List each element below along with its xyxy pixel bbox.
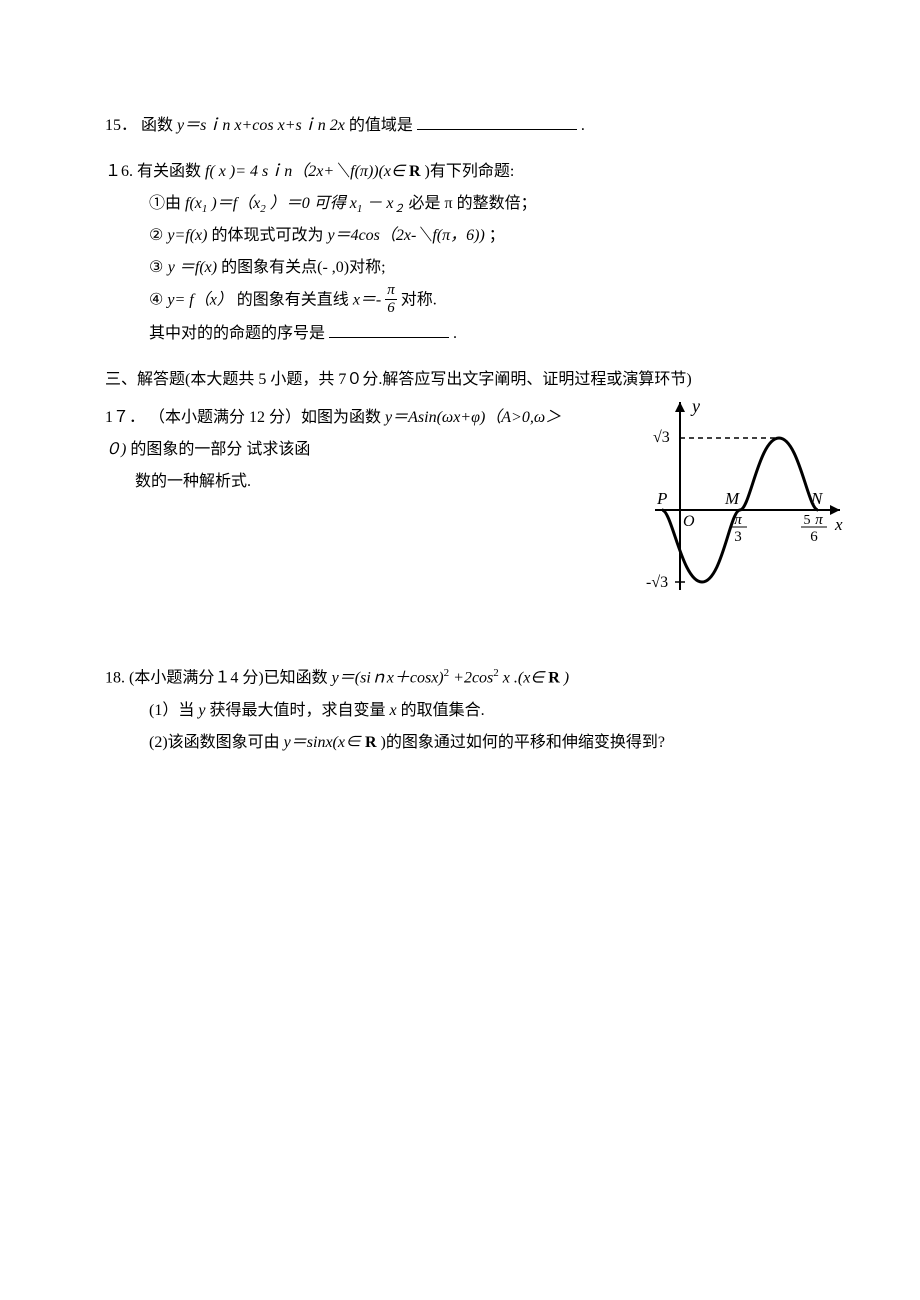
q16-text-a: 有关函数 bbox=[137, 163, 205, 180]
q18-sup2a: 2 bbox=[444, 667, 450, 679]
q16-i1-s2: 2 bbox=[260, 203, 266, 215]
q18-s2-a: (2)该函数图象可由 bbox=[149, 734, 284, 751]
q18-eqd: ) bbox=[564, 670, 569, 687]
q15-text-b: 的值域是 bbox=[349, 117, 413, 134]
x-label: x bbox=[834, 515, 843, 534]
q16-i1-post: 必是 π 的整数倍； bbox=[409, 195, 537, 212]
q16-tail-a: 其中对的的命题的序号是 bbox=[149, 325, 325, 342]
q16-i2-pre: ② bbox=[149, 227, 163, 244]
question-18: 18. (本小题满分１4 分)已知函数 y＝(siｎx＋cosx)2 +2cos… bbox=[105, 662, 825, 758]
q18-eqa: y＝(siｎx＋cosx) bbox=[332, 670, 444, 687]
q16-i1-s1: 1 bbox=[202, 203, 208, 215]
question-16: １6. 有关函数 f( x )= 4 sｉn（2x+＼f(π))(x∈ R )有… bbox=[105, 156, 825, 350]
q16-i1-s4: ２ bbox=[394, 203, 405, 215]
q16-i1-pre: ①由 bbox=[149, 195, 181, 212]
pi6-num: π bbox=[815, 512, 823, 528]
q16-i2-eqa: y=f(x) bbox=[167, 227, 207, 244]
page: 15． 函数 y＝sｉn x+cos x+sｉn 2x 的值域是 . １6. 有… bbox=[0, 0, 920, 833]
q17-b: 的图象的一部分 试求该函 bbox=[130, 441, 310, 458]
q16-i1-eqa: f(x bbox=[185, 195, 202, 212]
q18-s2-eq: y＝sinx(x∈ bbox=[284, 734, 361, 751]
pi3-num: π bbox=[734, 512, 742, 528]
q16-i2-post: ； bbox=[489, 227, 505, 244]
q16-eq: f( x )= 4 sｉn（2x+＼f(π))(x∈ bbox=[205, 163, 405, 180]
q16-i1-eqd: － x bbox=[366, 195, 393, 212]
question-15: 15． 函数 y＝sｉn x+cos x+sｉn 2x 的值域是 . bbox=[105, 110, 825, 142]
q16-tail-blank bbox=[329, 321, 449, 338]
q18-num: 18. bbox=[105, 670, 125, 687]
q17-cont: 数的一种解析式. bbox=[105, 466, 575, 498]
q16-i2-eqb: y＝4cos（2x-＼f(π，6)) bbox=[327, 227, 484, 244]
question-17: 1７． （本小题满分 12 分）如图为函数 y＝Asin(ωx+φ)（A>0,ω… bbox=[105, 402, 825, 498]
M-label: M bbox=[724, 489, 740, 508]
q16-i4-eqb: x＝- bbox=[353, 292, 381, 309]
q18-a: (本小题满分１4 分)已知函数 bbox=[129, 670, 332, 687]
q16-i4-post: 对称. bbox=[401, 292, 437, 309]
q18-sub2: (2)该函数图象可由 y＝sinx(x∈ R )的图象通过如何的平移和伸缩变换得… bbox=[105, 727, 825, 759]
pi6-den: 6 bbox=[810, 529, 818, 545]
q15-blank bbox=[417, 113, 577, 130]
sine-graph: y √3 -√3 P O M N x π 3 5 π 6 bbox=[625, 390, 855, 600]
q16-i3-eqa: y ＝f(x) bbox=[168, 259, 217, 276]
q16-item-3: ③ y ＝f(x) 的图象有关点(- ,0)对称; bbox=[105, 252, 825, 284]
q18-stem: 18. (本小题满分１4 分)已知函数 y＝(siｎx＋cosx)2 +2cos… bbox=[105, 662, 825, 694]
y-arrow-icon bbox=[675, 402, 685, 412]
section-3-text: 三、解答题(本大题共 5 小题，共 7０分.解答应写出文字阐明、证明过程或演算环… bbox=[105, 371, 692, 388]
q15-text: 15． 函数 y＝sｉn x+cos x+sｉn 2x 的值域是 . bbox=[105, 117, 585, 134]
q18-s1-c: 的取值集合. bbox=[401, 702, 485, 719]
q18-s2-b: )的图象通过如何的平移和伸缩变换得到? bbox=[381, 734, 665, 751]
q17-num: 1７． bbox=[105, 409, 145, 426]
q18-s1-b: 获得最大值时，求自变量 bbox=[209, 702, 389, 719]
q16-i4-frac: π 6 bbox=[385, 282, 397, 316]
q18-s2-R: R bbox=[365, 734, 377, 751]
q16-tail: 其中对的的命题的序号是 . bbox=[105, 318, 825, 350]
sqrt3-top-label: √3 bbox=[653, 429, 670, 446]
q15-period: . bbox=[581, 117, 585, 134]
q18-R: R bbox=[548, 670, 560, 687]
q16-item-1: ①由 f(x1 )＝f（x2 ）＝0 可得 x1 － x２ 必是 π 的整数倍； bbox=[105, 188, 825, 220]
q16-i3-mid: 的图象有关点(- ,0)对称; bbox=[221, 259, 385, 276]
q16-item-4: ④ y= f（x） 的图象有关直线 x＝- π 6 对称. bbox=[105, 284, 825, 318]
q16-num: １6. bbox=[105, 163, 133, 180]
neg-sqrt3-label: -√3 bbox=[646, 574, 668, 591]
q15-eq: y＝sｉn x+cos x+sｉn 2x bbox=[177, 117, 349, 134]
q16-i3-pre: ③ bbox=[149, 259, 168, 276]
q18-s1-a: (1）当 bbox=[149, 702, 198, 719]
q16-i1-eqc: ）＝0 可得 x bbox=[270, 195, 357, 212]
q16-i2-mid: 的体现式可改为 bbox=[211, 227, 327, 244]
q16-i4-frac-den: 6 bbox=[385, 300, 397, 317]
q18-s1-eq2: x bbox=[389, 702, 396, 719]
q18-s1-eq: y bbox=[198, 702, 205, 719]
q16-i4-pre: ④ bbox=[149, 292, 163, 309]
sine-graph-svg: y √3 -√3 P O M N x π 3 5 π 6 bbox=[625, 390, 855, 600]
q16-i4-eqa: y= f（x） bbox=[167, 292, 232, 309]
q16-text-b: )有下列命题: bbox=[425, 163, 515, 180]
q18-eqb: +2cos bbox=[453, 670, 493, 687]
pi3-den: 3 bbox=[734, 529, 742, 545]
q18-eqc: x .(x∈ bbox=[503, 670, 544, 687]
five: 5 bbox=[804, 513, 811, 528]
q18-sub1: (1）当 y 获得最大值时，求自变量 x 的取值集合. bbox=[105, 695, 825, 727]
q17-text: 1７． （本小题满分 12 分）如图为函数 y＝Asin(ωx+φ)（A>0,ω… bbox=[105, 402, 575, 498]
q16-i4-frac-num: π bbox=[385, 282, 397, 300]
q15-num: 15． bbox=[105, 117, 137, 134]
q18-sup2b: 2 bbox=[493, 667, 499, 679]
q16-R: R bbox=[409, 163, 421, 180]
x-arrow-icon bbox=[830, 505, 840, 515]
q16-item-2: ② y=f(x) 的体现式可改为 y＝4cos（2x-＼f(π，6)) ； bbox=[105, 220, 825, 252]
q16-i1-s3: 1 bbox=[357, 203, 363, 215]
q17-a: （本小题满分 12 分）如图为函数 bbox=[149, 409, 385, 426]
q16-tail-b: . bbox=[453, 325, 457, 342]
y-label: y bbox=[690, 396, 700, 416]
P-label: P bbox=[656, 489, 667, 508]
N-label: N bbox=[810, 489, 824, 508]
q16-i1-eqb: )＝f（x bbox=[211, 195, 260, 212]
O-label: O bbox=[683, 513, 695, 530]
q16-i4-mid: 的图象有关直线 bbox=[237, 292, 353, 309]
q15-text-a: 函数 bbox=[141, 117, 177, 134]
q16-stem: １6. 有关函数 f( x )= 4 sｉn（2x+＼f(π))(x∈ R )有… bbox=[105, 156, 825, 188]
